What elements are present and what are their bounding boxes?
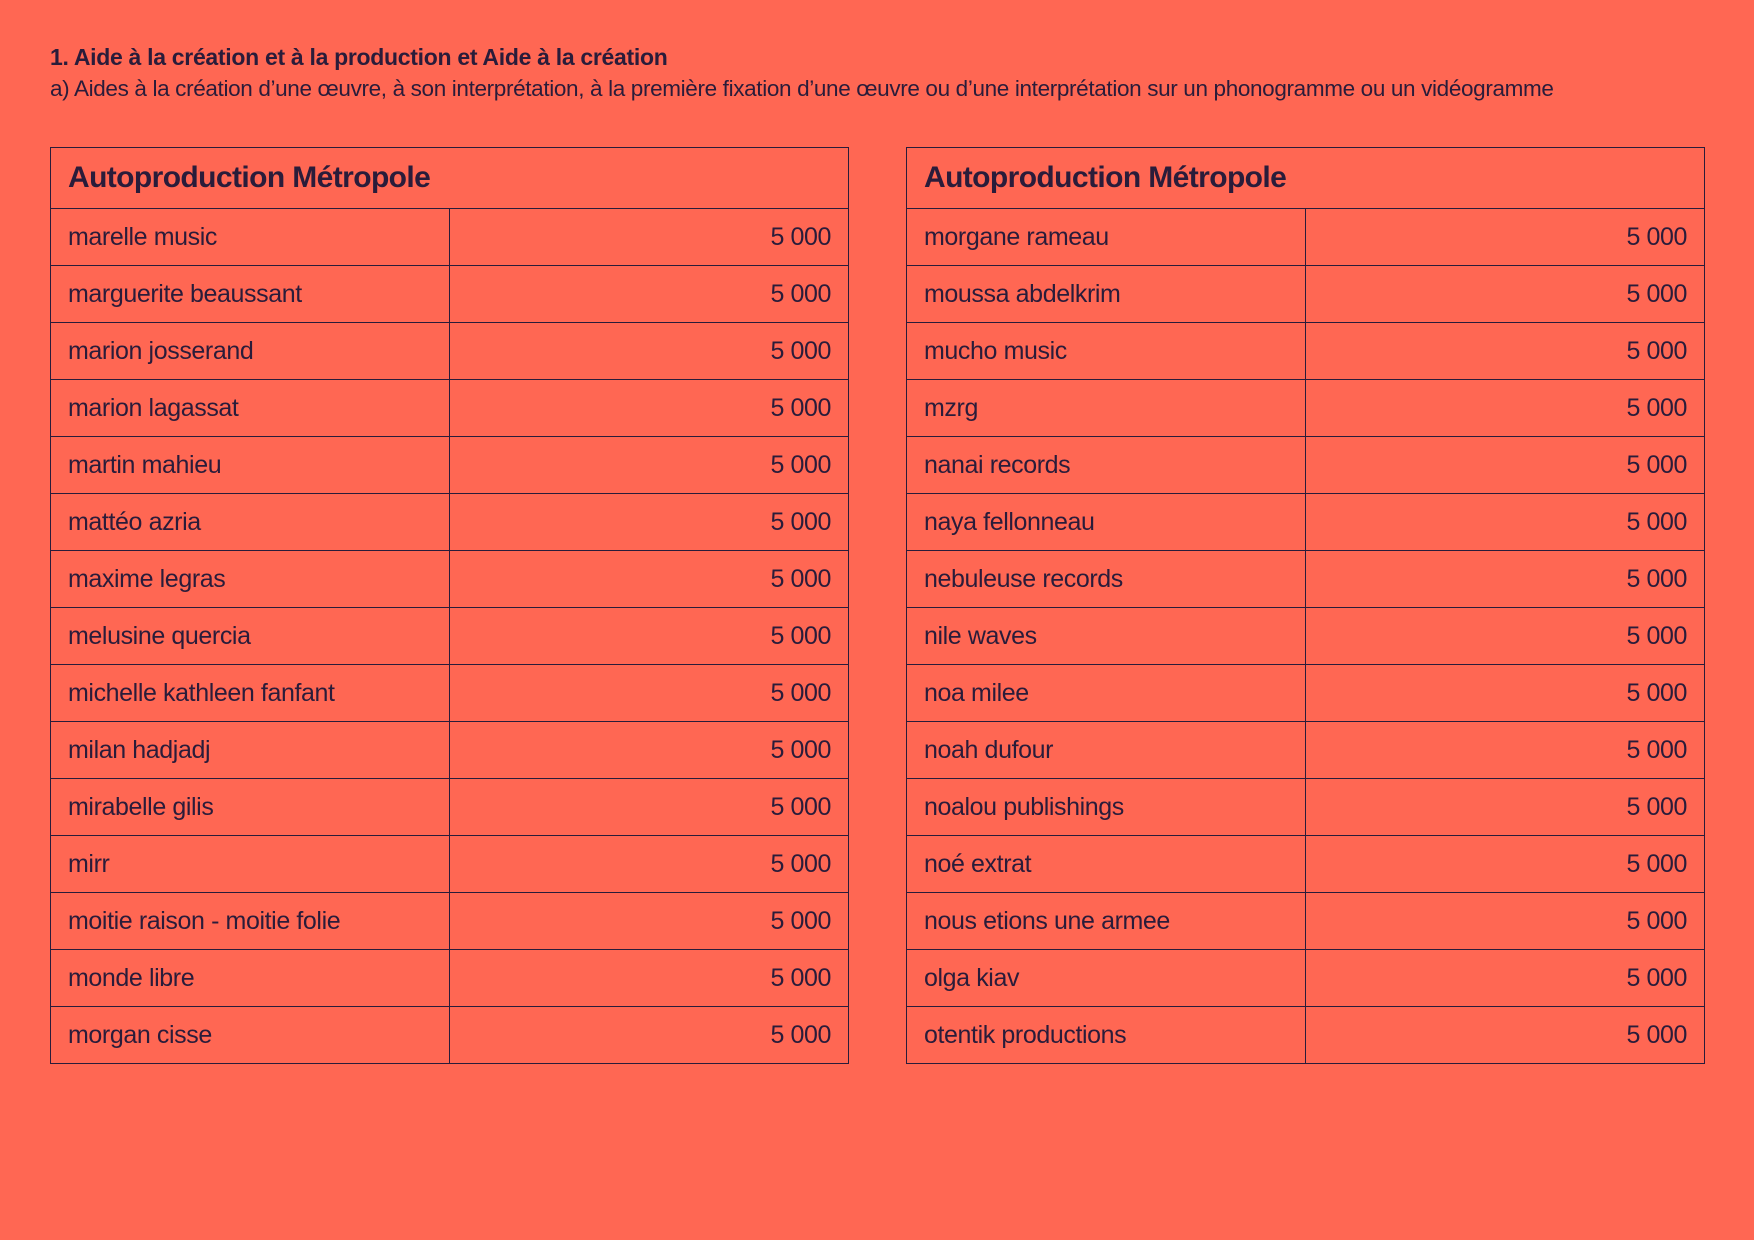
table-row: marguerite beaussant 5 000 bbox=[50, 265, 849, 323]
recipient-name: morgane rameau bbox=[906, 208, 1306, 266]
table-title: Autoproduction Métropole bbox=[50, 147, 849, 209]
grant-amount: 5 000 bbox=[1305, 208, 1705, 266]
table-row: milan hadjadj 5 000 bbox=[50, 721, 849, 779]
recipient-name: mirr bbox=[50, 835, 450, 893]
recipient-name: moussa abdelkrim bbox=[906, 265, 1306, 323]
grant-amount: 5 000 bbox=[1305, 436, 1705, 494]
recipient-name: noé extrat bbox=[906, 835, 1306, 893]
table-row: morgan cisse 5 000 bbox=[50, 1006, 849, 1064]
recipient-name: monde libre bbox=[50, 949, 450, 1007]
grant-amount: 5 000 bbox=[1305, 778, 1705, 836]
grant-amount: 5 000 bbox=[1305, 721, 1705, 779]
grant-amount: 5 000 bbox=[1305, 493, 1705, 551]
table-row: marelle music 5 000 bbox=[50, 208, 849, 266]
recipient-name: marion josserand bbox=[50, 322, 450, 380]
grant-amount: 5 000 bbox=[449, 379, 849, 437]
grant-amount: 5 000 bbox=[1305, 835, 1705, 893]
grants-table-right: Autoproduction Métropole morgane rameau 5… bbox=[906, 147, 1705, 1064]
table-row: noa milee 5 000 bbox=[906, 664, 1705, 722]
grant-amount: 5 000 bbox=[449, 550, 849, 608]
grant-amount: 5 000 bbox=[449, 721, 849, 779]
recipient-name: maxime legras bbox=[50, 550, 450, 608]
table-row: melusine quercia 5 000 bbox=[50, 607, 849, 665]
table-row: mirabelle gilis 5 000 bbox=[50, 778, 849, 836]
table-row: marion lagassat 5 000 bbox=[50, 379, 849, 437]
table-header-row: Autoproduction Métropole bbox=[906, 147, 1705, 209]
grant-amount: 5 000 bbox=[449, 664, 849, 722]
grant-amount: 5 000 bbox=[1305, 892, 1705, 950]
table-row: noalou publishings 5 000 bbox=[906, 778, 1705, 836]
table-row: nebuleuse records 5 000 bbox=[906, 550, 1705, 608]
table-row: noah dufour 5 000 bbox=[906, 721, 1705, 779]
grant-amount: 5 000 bbox=[449, 607, 849, 665]
recipient-name: mzrg bbox=[906, 379, 1306, 437]
table-row: michelle kathleen fanfant 5 000 bbox=[50, 664, 849, 722]
grant-amount: 5 000 bbox=[449, 835, 849, 893]
table-row: moussa abdelkrim 5 000 bbox=[906, 265, 1705, 323]
recipient-name: noalou publishings bbox=[906, 778, 1306, 836]
recipient-name: mirabelle gilis bbox=[50, 778, 450, 836]
recipient-name: mucho music bbox=[906, 322, 1306, 380]
table-row: otentik productions 5 000 bbox=[906, 1006, 1705, 1064]
grant-amount: 5 000 bbox=[1305, 1006, 1705, 1064]
table-row: maxime legras 5 000 bbox=[50, 550, 849, 608]
recipient-name: noa milee bbox=[906, 664, 1306, 722]
table-row: marion josserand 5 000 bbox=[50, 322, 849, 380]
grant-amount: 5 000 bbox=[1305, 664, 1705, 722]
table-row: olga kiav 5 000 bbox=[906, 949, 1705, 1007]
grant-amount: 5 000 bbox=[449, 493, 849, 551]
recipient-name: nile waves bbox=[906, 607, 1306, 665]
recipient-name: nebuleuse records bbox=[906, 550, 1306, 608]
grant-amount: 5 000 bbox=[1305, 550, 1705, 608]
grant-amount: 5 000 bbox=[449, 778, 849, 836]
table-row: mucho music 5 000 bbox=[906, 322, 1705, 380]
recipient-name: naya fellonneau bbox=[906, 493, 1306, 551]
grant-amount: 5 000 bbox=[449, 436, 849, 494]
recipient-name: moitie raison - moitie folie bbox=[50, 892, 450, 950]
recipient-name: marguerite beaussant bbox=[50, 265, 450, 323]
recipient-name: milan hadjadj bbox=[50, 721, 450, 779]
grant-amount: 5 000 bbox=[449, 892, 849, 950]
table-row: naya fellonneau 5 000 bbox=[906, 493, 1705, 551]
table-row: nous etions une armee 5 000 bbox=[906, 892, 1705, 950]
recipient-name: nous etions une armee bbox=[906, 892, 1306, 950]
recipient-name: noah dufour bbox=[906, 721, 1306, 779]
recipient-name: marion lagassat bbox=[50, 379, 450, 437]
table-row: martin mahieu 5 000 bbox=[50, 436, 849, 494]
recipient-name: melusine quercia bbox=[50, 607, 450, 665]
grant-amount: 5 000 bbox=[449, 265, 849, 323]
recipient-name: martin mahieu bbox=[50, 436, 450, 494]
table-row: moitie raison - moitie folie 5 000 bbox=[50, 892, 849, 950]
table-row: nile waves 5 000 bbox=[906, 607, 1705, 665]
table-row: monde libre 5 000 bbox=[50, 949, 849, 1007]
recipient-name: morgan cisse bbox=[50, 1006, 450, 1064]
grant-amount: 5 000 bbox=[1305, 379, 1705, 437]
recipient-name: otentik productions bbox=[906, 1006, 1306, 1064]
section-heading: 1. Aide à la création et à la production… bbox=[50, 44, 668, 70]
grant-amount: 5 000 bbox=[1305, 265, 1705, 323]
table-row: mzrg 5 000 bbox=[906, 379, 1705, 437]
grant-amount: 5 000 bbox=[449, 208, 849, 266]
section-subheading: a) Aides à la création d’une œuvre, à so… bbox=[50, 76, 1554, 101]
grant-amount: 5 000 bbox=[1305, 322, 1705, 380]
grant-amount: 5 000 bbox=[449, 949, 849, 1007]
grant-amount: 5 000 bbox=[449, 322, 849, 380]
table-title: Autoproduction Métropole bbox=[906, 147, 1705, 209]
recipient-name: marelle music bbox=[50, 208, 450, 266]
table-header-row: Autoproduction Métropole bbox=[50, 147, 849, 209]
grants-table-left: Autoproduction Métropole marelle music 5 … bbox=[50, 147, 849, 1064]
grant-amount: 5 000 bbox=[1305, 607, 1705, 665]
table-row: morgane rameau 5 000 bbox=[906, 208, 1705, 266]
recipient-name: michelle kathleen fanfant bbox=[50, 664, 450, 722]
table-row: mattéo azria 5 000 bbox=[50, 493, 849, 551]
table-row: nanai records 5 000 bbox=[906, 436, 1705, 494]
table-row: mirr 5 000 bbox=[50, 835, 849, 893]
recipient-name: nanai records bbox=[906, 436, 1306, 494]
grant-amount: 5 000 bbox=[449, 1006, 849, 1064]
recipient-name: mattéo azria bbox=[50, 493, 450, 551]
grant-amount: 5 000 bbox=[1305, 949, 1705, 1007]
table-row: noé extrat 5 000 bbox=[906, 835, 1705, 893]
recipient-name: olga kiav bbox=[906, 949, 1306, 1007]
